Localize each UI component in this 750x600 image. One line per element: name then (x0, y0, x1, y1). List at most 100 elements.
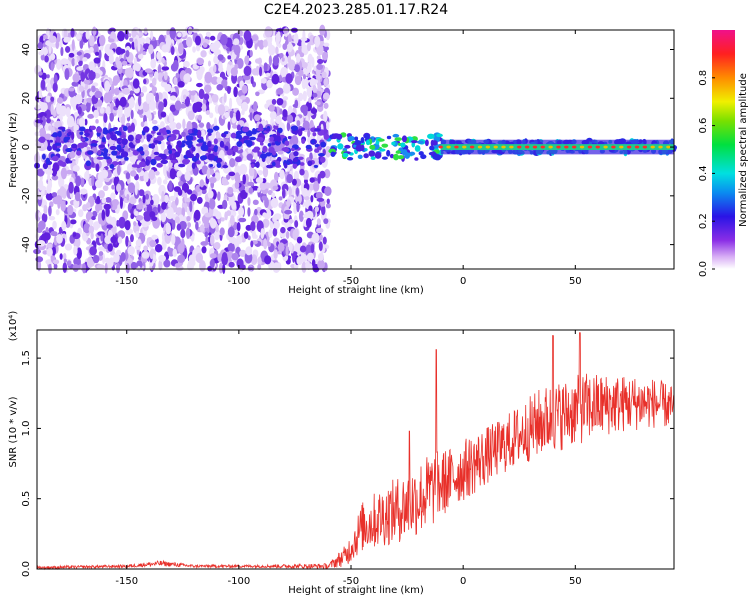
spectrogram-cell (301, 188, 309, 197)
signal-peak (587, 145, 593, 149)
signal-peak (595, 145, 600, 149)
spectrogram-cell (360, 136, 365, 144)
x-tick-label: -150 (115, 576, 138, 587)
spectrogram-cell (164, 232, 172, 244)
spectrogram-cell (301, 61, 308, 69)
spectrogram-cell (242, 173, 247, 185)
spectrogram-cell (241, 101, 249, 112)
spectrogram-cell (191, 162, 196, 170)
spectrogram-cell (41, 212, 48, 223)
spectrogram-cell (263, 62, 268, 72)
spectrogram-cell (40, 53, 45, 61)
spectrogram-cell (400, 142, 406, 148)
spectrogram-cell (363, 153, 369, 159)
spectrogram-cell (116, 164, 121, 176)
spectrogram-cell (104, 257, 111, 263)
spectrogram-cell (150, 158, 157, 166)
spectrogram-cell (292, 157, 298, 163)
spectrogram-cell (59, 253, 63, 260)
spectrogram-cell (169, 168, 177, 180)
spectrogram-cell (364, 133, 370, 139)
spectrogram-cell (192, 102, 199, 113)
spectrogram-cell (260, 77, 267, 84)
spectrogram-cell (209, 35, 216, 41)
spectrogram-cell (227, 121, 231, 131)
spectrogram-cell (323, 133, 330, 140)
spectrogram-cell (156, 132, 161, 136)
spectrogram-cell (286, 121, 291, 132)
spectrogram-cell (60, 46, 64, 57)
spectrogram-cell (271, 161, 276, 167)
spectrogram-cell (279, 52, 284, 59)
spectrogram-cell (386, 135, 392, 140)
spectrogram-cell (105, 215, 113, 224)
spectrogram-cell (164, 83, 172, 92)
spectrogram-cell (46, 82, 52, 93)
spectrogram-cell (36, 168, 45, 177)
spectrogram-cell (381, 143, 389, 148)
spectrogram-cell (201, 103, 207, 112)
spectrogram-cell (227, 226, 235, 238)
spectrogram-cell (78, 117, 86, 128)
spectrogram-cell (199, 179, 205, 188)
spectrogram-cell (169, 104, 177, 112)
spectrogram-cell (187, 143, 192, 149)
spectrogram-cell (230, 132, 237, 139)
spectrogram-cell (277, 31, 281, 37)
spectrogram-cell (431, 140, 438, 146)
spectrogram-cell (323, 110, 328, 123)
spectrogram-cell (143, 245, 149, 252)
spectrogram-cell (204, 212, 212, 218)
spectrogram-marks (33, 24, 678, 275)
spectrogram-cell (316, 197, 325, 202)
spectrogram-cell (263, 238, 268, 250)
spectrogram-cell (86, 201, 91, 209)
spectrogram-cell (288, 186, 293, 197)
snr-y-scale-label: (x10⁴) (8, 311, 19, 342)
spectrogram-cell (170, 233, 176, 245)
spectrogram-cell (235, 110, 241, 122)
spectrogram-cell (169, 115, 174, 124)
spectrogram-cell (321, 71, 327, 79)
spectrogram-cell (139, 150, 144, 155)
spectrogram-cell (196, 82, 203, 88)
spectrogram-cell (141, 251, 150, 259)
spectrogram-cell (301, 38, 306, 50)
spectrogram-cell (96, 195, 101, 204)
spectrogram-cell (191, 146, 196, 152)
colorbar-tick-label: 0.8 (698, 70, 709, 86)
spectrogram-cell (92, 26, 97, 36)
spectrogram-cell (314, 206, 319, 212)
spectrogram-cell (43, 232, 51, 241)
spectrogram-cell (38, 211, 42, 218)
signal-peak (634, 145, 640, 149)
spectrogram-cell (323, 42, 330, 47)
spectrogram-cell (66, 260, 72, 267)
spectrogram-cell (302, 106, 308, 117)
spectrogram-cell (194, 35, 201, 46)
spectrogram-cell (254, 114, 261, 122)
spectrogram-cell (275, 37, 281, 42)
spectrogram-cell (67, 131, 72, 136)
spectrogram-cell (127, 134, 134, 142)
spectrogram-cell (88, 70, 96, 81)
spectrogram-cell (195, 44, 201, 52)
spectrogram-cell (149, 211, 156, 218)
spectrogram-cell (53, 74, 58, 85)
spectrogram-cell (128, 37, 134, 42)
spectrogram-cell (261, 195, 267, 201)
spectrogram-cell (342, 152, 349, 158)
spectrogram-cell (83, 79, 91, 85)
spectrogram-cell (55, 208, 60, 216)
spectrogram-cell (143, 121, 148, 128)
spectrogram-cell (314, 148, 320, 153)
spectrogram-cell (92, 254, 100, 264)
signal-peak (501, 145, 506, 149)
spectrogram-cell (255, 161, 260, 168)
spectrogram-cell (80, 141, 88, 148)
spectrogram-cell (181, 182, 190, 193)
spectrogram-cell (38, 136, 46, 143)
spectrogram-cell (218, 149, 225, 160)
spectrogram-cell (296, 256, 303, 266)
